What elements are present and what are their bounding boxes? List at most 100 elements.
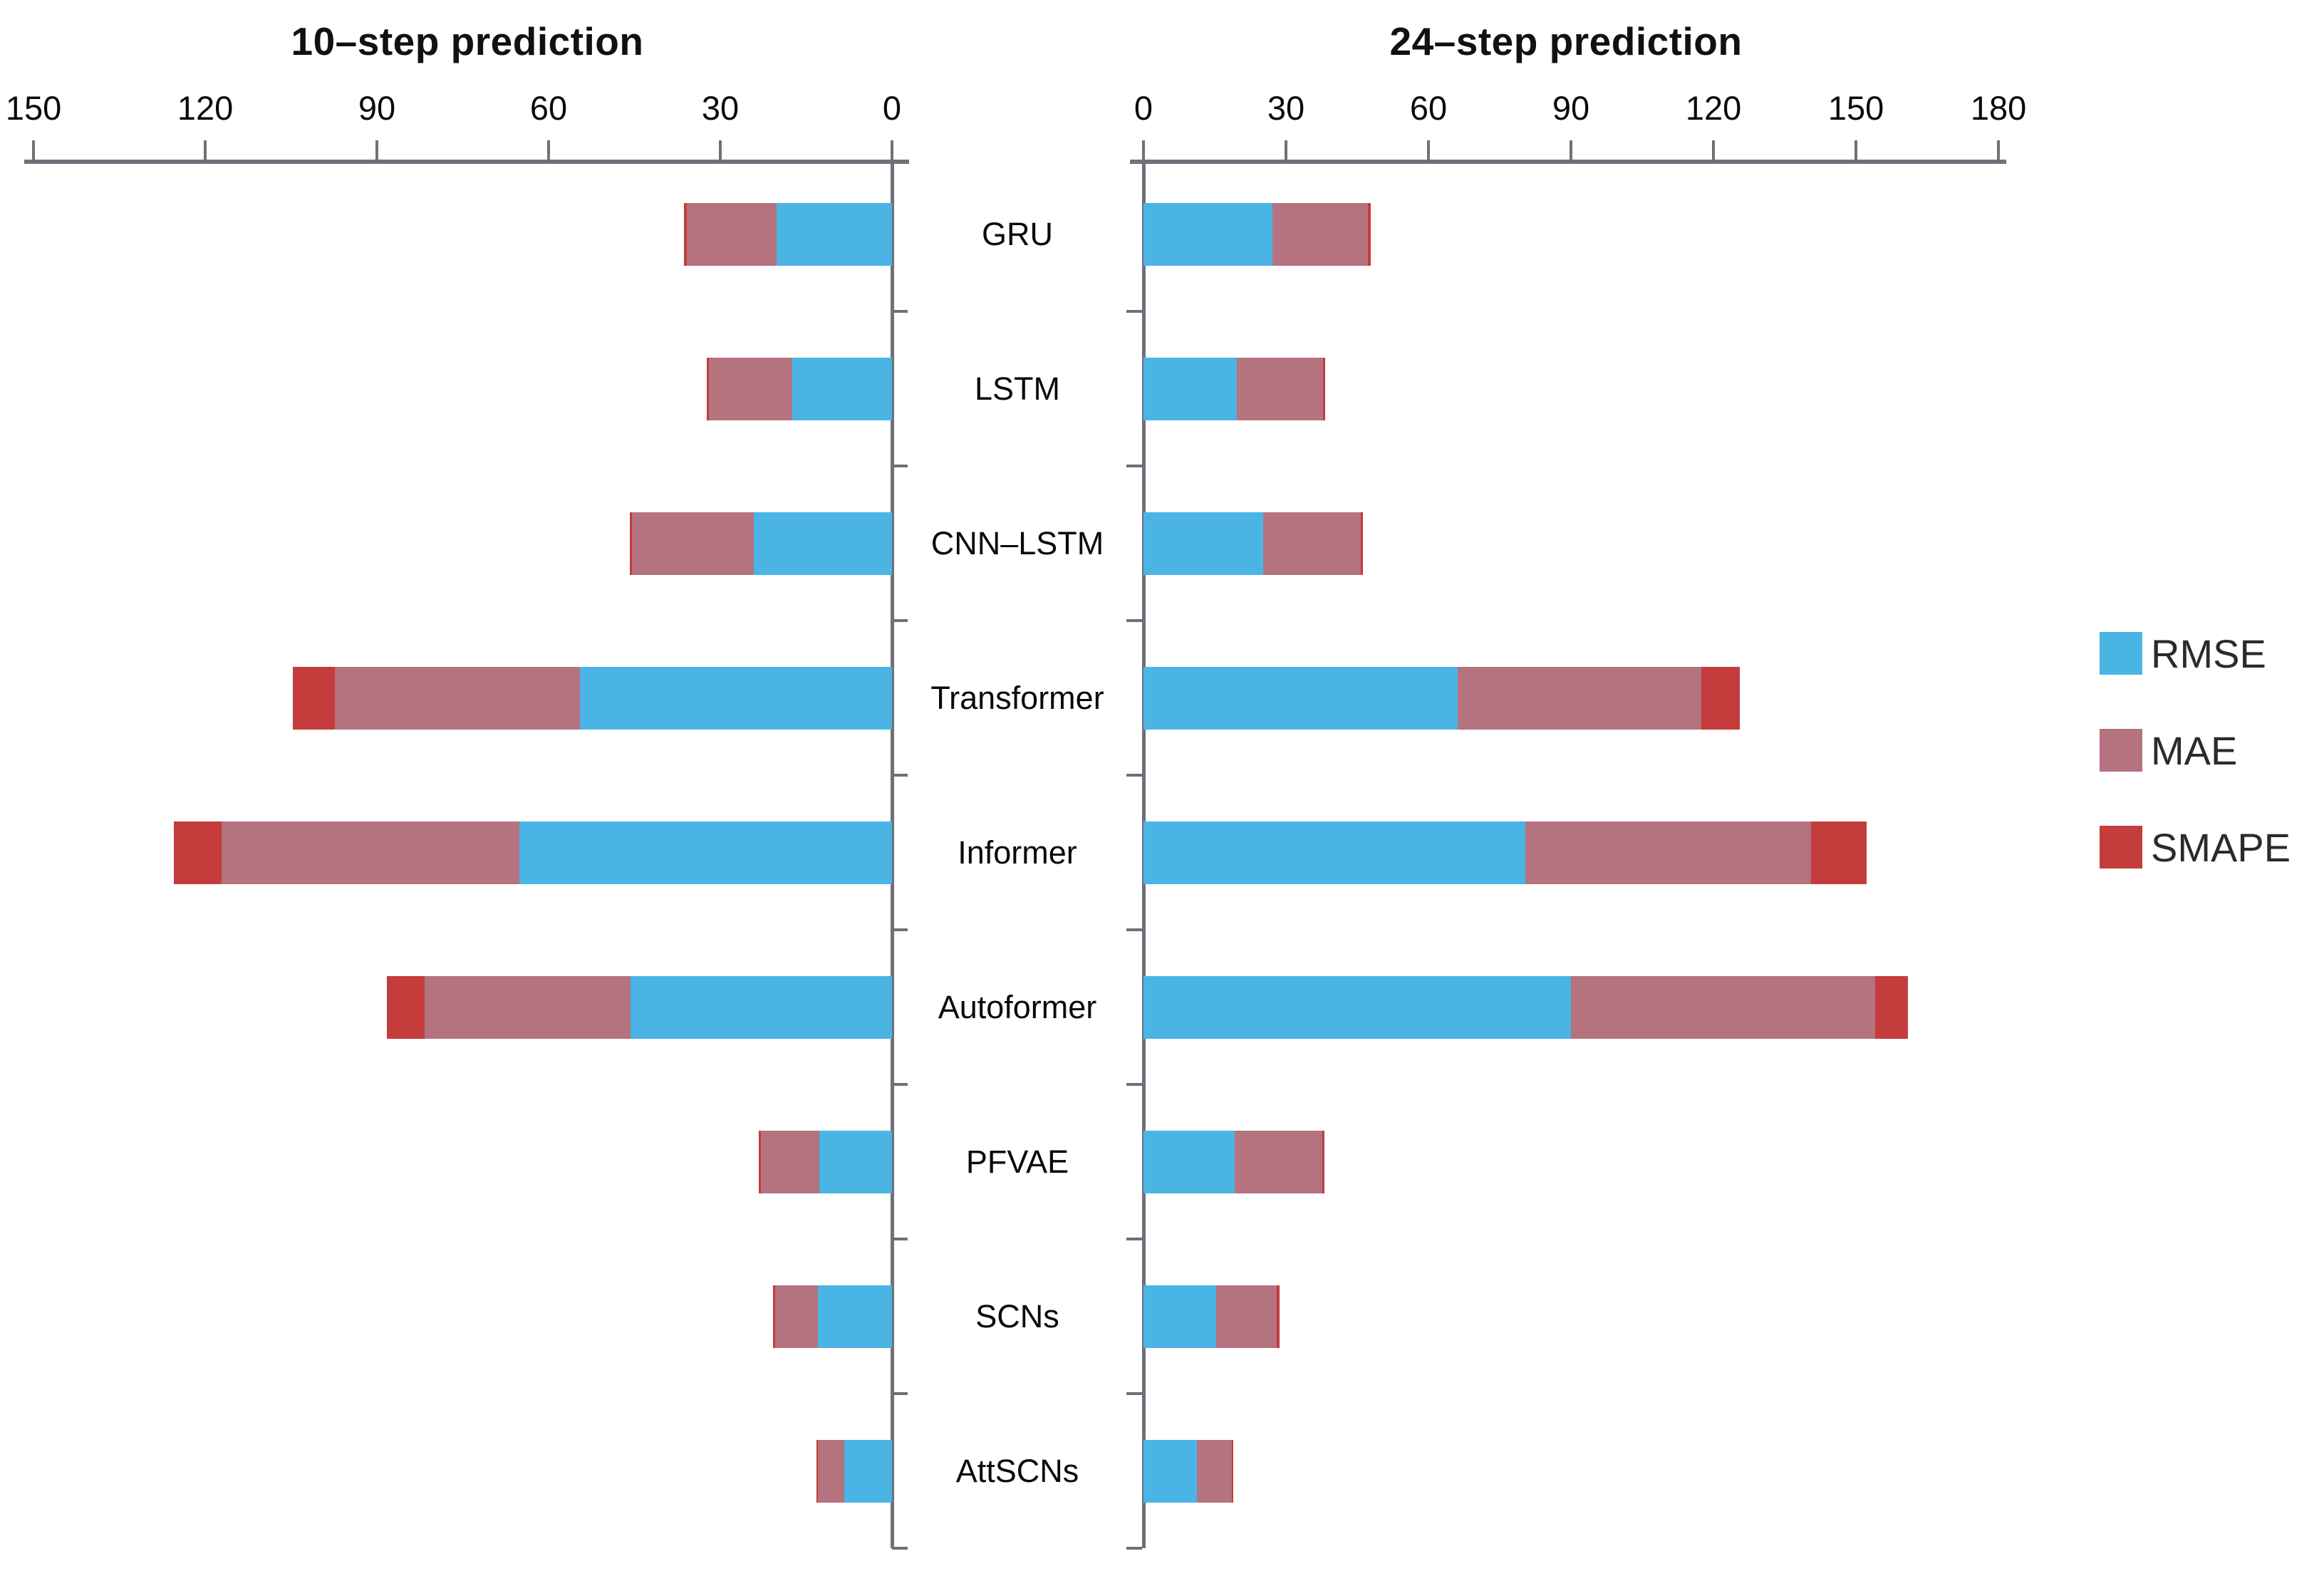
bar-segment-smape bbox=[1322, 1130, 1324, 1193]
legend-label-smape: SMAPE bbox=[2151, 824, 2291, 870]
bar-segment-smape bbox=[1277, 1285, 1280, 1348]
category-tick bbox=[892, 928, 908, 931]
category-tick bbox=[892, 619, 908, 622]
bar-segment-smape bbox=[1701, 666, 1741, 730]
legend-entry-rmse: RMSE bbox=[2100, 631, 2291, 676]
left-panel-title: 10–step prediction bbox=[291, 19, 644, 63]
x-tick-label: 150 bbox=[5, 89, 62, 127]
x-tick bbox=[204, 140, 207, 160]
bar-segment-smape bbox=[706, 357, 709, 420]
bar-segment-mae bbox=[775, 1285, 819, 1348]
category-label-cnn-lstm: CNN–LSTM bbox=[930, 524, 1104, 561]
bar-segment-rmse bbox=[1143, 1130, 1235, 1193]
category-tick bbox=[1126, 619, 1142, 622]
x-tick bbox=[1997, 140, 2001, 160]
category-tick bbox=[1126, 1547, 1142, 1550]
bar-segment-rmse bbox=[1143, 512, 1263, 575]
x-tick-label: 120 bbox=[177, 89, 234, 127]
bar-segment-mae bbox=[1525, 821, 1811, 884]
bar-segment-mae bbox=[221, 821, 520, 884]
category-tick bbox=[1126, 1392, 1142, 1395]
bar-segment-rmse bbox=[818, 1285, 892, 1348]
bar-segment-mae bbox=[761, 1130, 819, 1193]
bar-segment-rmse bbox=[1143, 821, 1526, 884]
x-tick-label: 90 bbox=[1552, 89, 1590, 127]
bar-segment-mae bbox=[1235, 1130, 1322, 1193]
bar-segment-mae bbox=[708, 357, 793, 420]
bar-segment-mae bbox=[1272, 202, 1368, 266]
bar-segment-smape bbox=[1367, 202, 1371, 266]
x-tick-label: 0 bbox=[882, 89, 902, 127]
x-tick bbox=[32, 140, 36, 160]
bar-segment-smape bbox=[683, 202, 687, 266]
bar-segment-mae bbox=[1263, 512, 1361, 575]
bar-segment-mae bbox=[1196, 1439, 1232, 1503]
bar-segment-mae bbox=[1236, 357, 1323, 420]
x-tick bbox=[1427, 140, 1431, 160]
bar-segment-rmse bbox=[1143, 357, 1237, 420]
bar-segment-mae bbox=[686, 202, 777, 266]
x-tick bbox=[1285, 140, 1287, 160]
legend-entry-smape: SMAPE bbox=[2100, 824, 2291, 870]
bar-segment-smape bbox=[772, 1285, 776, 1348]
bar-segment-mae bbox=[1216, 1285, 1277, 1348]
bar-segment-mae bbox=[1571, 975, 1876, 1039]
category-label-scns: SCNs bbox=[975, 1297, 1059, 1334]
x-tick-label: 30 bbox=[1267, 89, 1305, 127]
bar-segment-rmse bbox=[580, 666, 892, 730]
right-panel-title: 24–step prediction bbox=[1389, 19, 1743, 63]
bar-segment-smape bbox=[1323, 357, 1325, 420]
x-tick bbox=[547, 140, 551, 160]
x-tick bbox=[719, 140, 722, 160]
bar-segment-smape bbox=[1360, 512, 1363, 575]
x-tick bbox=[1854, 140, 1858, 160]
bar-segment-mae bbox=[818, 1439, 845, 1503]
bar-segment-smape bbox=[292, 666, 335, 730]
x-tick bbox=[891, 140, 893, 160]
category-label-transformer: Transformer bbox=[930, 679, 1104, 716]
category-tick bbox=[892, 774, 908, 777]
category-tick bbox=[1126, 774, 1142, 777]
category-tick bbox=[1126, 1083, 1142, 1086]
x-tick-label: 0 bbox=[1134, 89, 1153, 127]
bar-segment-smape bbox=[1232, 1439, 1233, 1503]
x-tick-label: 30 bbox=[701, 89, 740, 127]
legend-entry-mae: MAE bbox=[2100, 727, 2291, 773]
bar-segment-smape bbox=[1810, 821, 1867, 884]
legend: RMSE MAE SMAPE bbox=[2100, 631, 2291, 923]
category-tick bbox=[892, 1238, 908, 1240]
bar-segment-mae bbox=[632, 512, 754, 575]
bar-segment-rmse bbox=[1143, 1439, 1197, 1503]
x-tick-label: 180 bbox=[1970, 89, 2027, 127]
legend-label-mae: MAE bbox=[2151, 727, 2238, 773]
bar-segment-smape bbox=[816, 1439, 819, 1503]
bar-segment-rmse bbox=[753, 512, 892, 575]
bar-segment-mae bbox=[1457, 666, 1701, 730]
category-label-gru: GRU bbox=[982, 215, 1053, 252]
category-tick bbox=[1126, 1238, 1142, 1240]
bar-segment-rmse bbox=[819, 1130, 892, 1193]
category-tick bbox=[892, 1392, 908, 1395]
x-tick-label: 120 bbox=[1685, 89, 1742, 127]
x-tick-label: 90 bbox=[358, 89, 396, 127]
legend-swatch-smape bbox=[2100, 826, 2142, 869]
bar-segment-rmse bbox=[630, 975, 892, 1039]
bar-segment-smape bbox=[758, 1130, 762, 1193]
bar-segment-rmse bbox=[844, 1439, 892, 1503]
x-tick bbox=[1570, 140, 1573, 160]
x-tick bbox=[375, 140, 379, 160]
left-zero-axis-line bbox=[891, 160, 894, 1548]
bar-segment-rmse bbox=[776, 202, 892, 266]
category-tick bbox=[892, 1083, 908, 1086]
category-tick bbox=[892, 465, 908, 467]
bar-segment-mae bbox=[334, 666, 581, 730]
bar-segment-rmse bbox=[1143, 202, 1272, 266]
x-tick-label: 60 bbox=[1409, 89, 1448, 127]
axis-line bbox=[1130, 160, 2006, 164]
bar-segment-smape bbox=[1875, 975, 1909, 1039]
category-label-lstm: LSTM bbox=[974, 370, 1061, 407]
bar-segment-rmse bbox=[1143, 975, 1572, 1039]
x-tick bbox=[1142, 140, 1145, 160]
legend-swatch-mae bbox=[2100, 729, 2142, 772]
